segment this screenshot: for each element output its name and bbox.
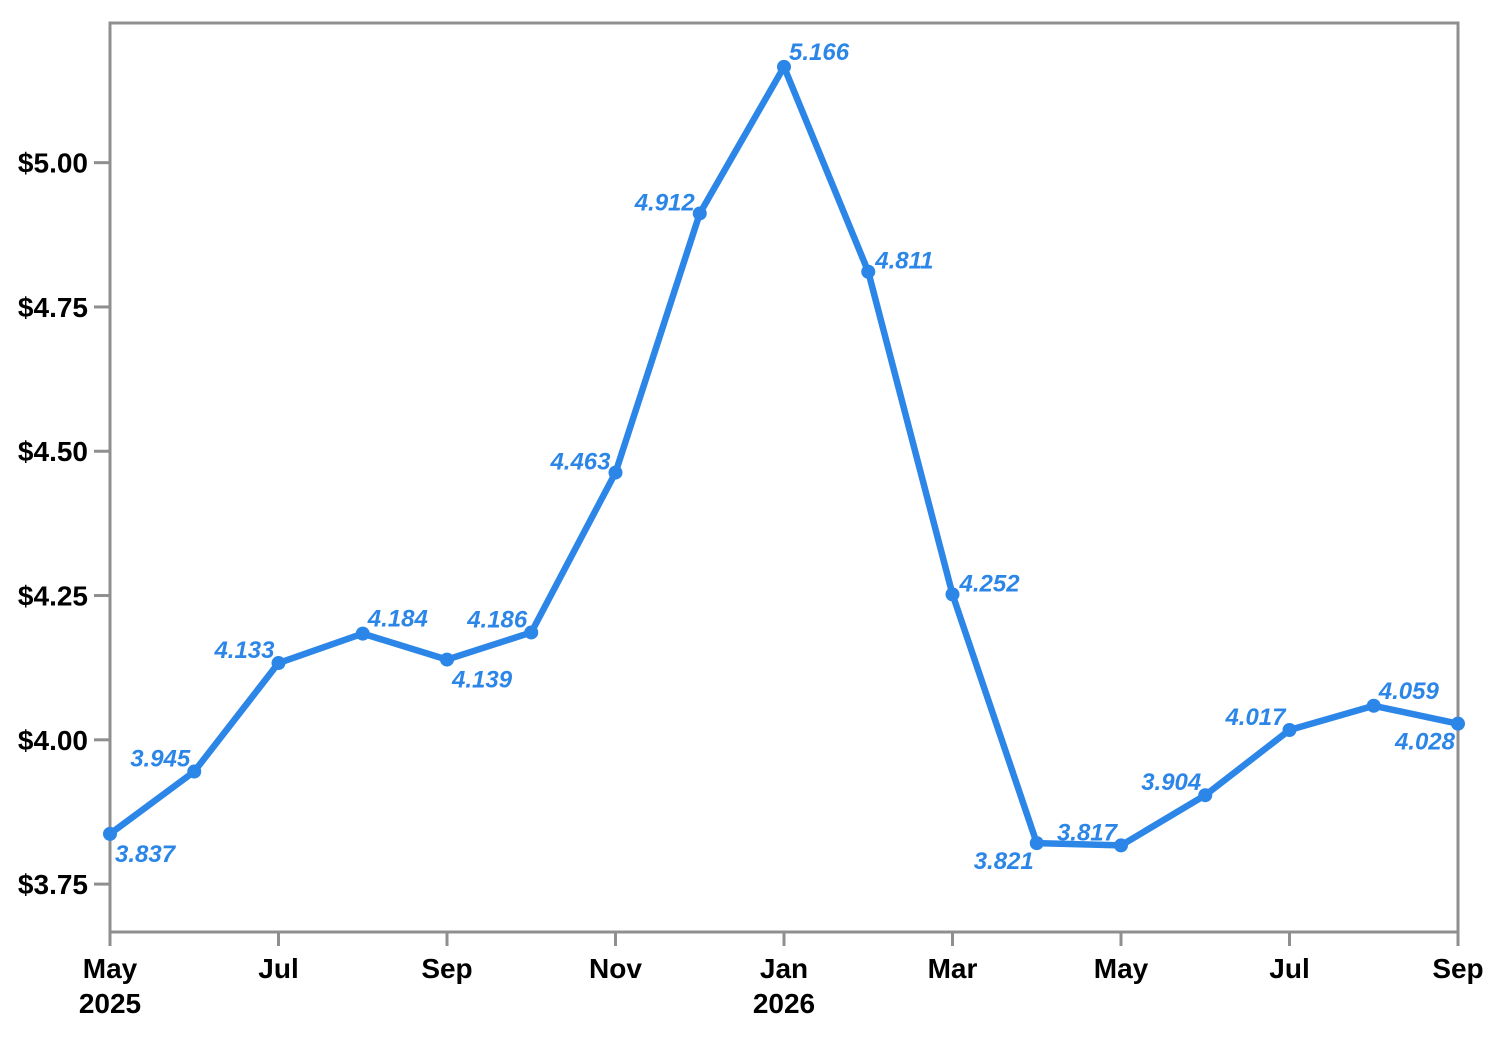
data-point: [1029, 836, 1044, 851]
data-point: [945, 587, 960, 602]
data-points: [103, 59, 1465, 853]
plot-border: [108, 21, 1460, 934]
data-point-label: 4.059: [1378, 678, 1440, 705]
y-tick-label: $4.00: [18, 725, 88, 756]
x-tick-label: Jul: [1269, 953, 1309, 984]
data-point-label: 3.945: [130, 746, 191, 773]
data-point: [187, 764, 202, 779]
x-tick-year-label: 2025: [79, 988, 141, 1019]
data-point-label: 4.811: [874, 248, 933, 275]
data-point: [608, 465, 623, 480]
data-point-label: 4.184: [367, 606, 428, 633]
x-tick-label: May: [1094, 953, 1149, 984]
data-point: [1366, 698, 1381, 713]
data-point-label: 4.028: [1394, 729, 1456, 756]
x-axis: May 2025 Jul Sep Nov Jan 2026 Mar May Jul Sep: [79, 932, 1484, 1019]
data-point-label: 3.817: [1057, 819, 1119, 846]
data-point: [1451, 716, 1465, 731]
data-point: [1282, 723, 1297, 737]
data-point-label: 4.912: [634, 189, 696, 216]
data-point-label: 5.166: [789, 39, 850, 66]
y-tick-label: $5.00: [18, 148, 88, 179]
data-point: [103, 826, 117, 841]
y-tick-label: $4.50: [18, 436, 88, 467]
data-point: [524, 625, 539, 640]
data-point-label: 4.186: [466, 606, 528, 633]
x-tick-label: Jul: [258, 953, 298, 984]
y-axis: $3.75 $4.00 $4.25 $4.50 $4.75 $5.00: [18, 148, 110, 900]
data-point: [271, 656, 286, 671]
x-tick-label: Sep: [421, 953, 472, 984]
x-tick-label: Jan: [760, 953, 808, 984]
x-tick-label: Sep: [1432, 953, 1483, 984]
data-point-label: 3.821: [974, 848, 1034, 875]
data-point-label: 4.139: [451, 667, 513, 694]
data-point-label: 3.904: [1141, 769, 1201, 796]
data-labels: 3.837 3.945 4.133 4.184 4.139 4.186 4.463 4.912…: [115, 39, 1456, 875]
data-point-label: 4.463: [549, 449, 611, 476]
data-point: [355, 626, 370, 641]
x-tick-label: Nov: [589, 953, 642, 984]
data-point-label: 4.252: [959, 570, 1021, 597]
x-tick-year-label: 2026: [753, 988, 815, 1019]
data-point: [861, 264, 876, 279]
data-point-label: 3.837: [115, 841, 177, 868]
y-tick-label: $3.75: [18, 869, 88, 900]
data-point-label: 4.133: [213, 637, 275, 664]
y-tick-label: $4.25: [18, 581, 88, 612]
data-point: [440, 652, 454, 667]
data-point-label: 4.017: [1224, 704, 1287, 731]
data-point: [1114, 838, 1128, 853]
data-point: [777, 59, 791, 74]
data-point: [692, 206, 707, 221]
x-tick-label: Mar: [928, 953, 978, 984]
x-tick-label: May: [83, 953, 138, 984]
y-tick-label: $4.75: [18, 292, 88, 323]
data-point: [1198, 788, 1213, 803]
